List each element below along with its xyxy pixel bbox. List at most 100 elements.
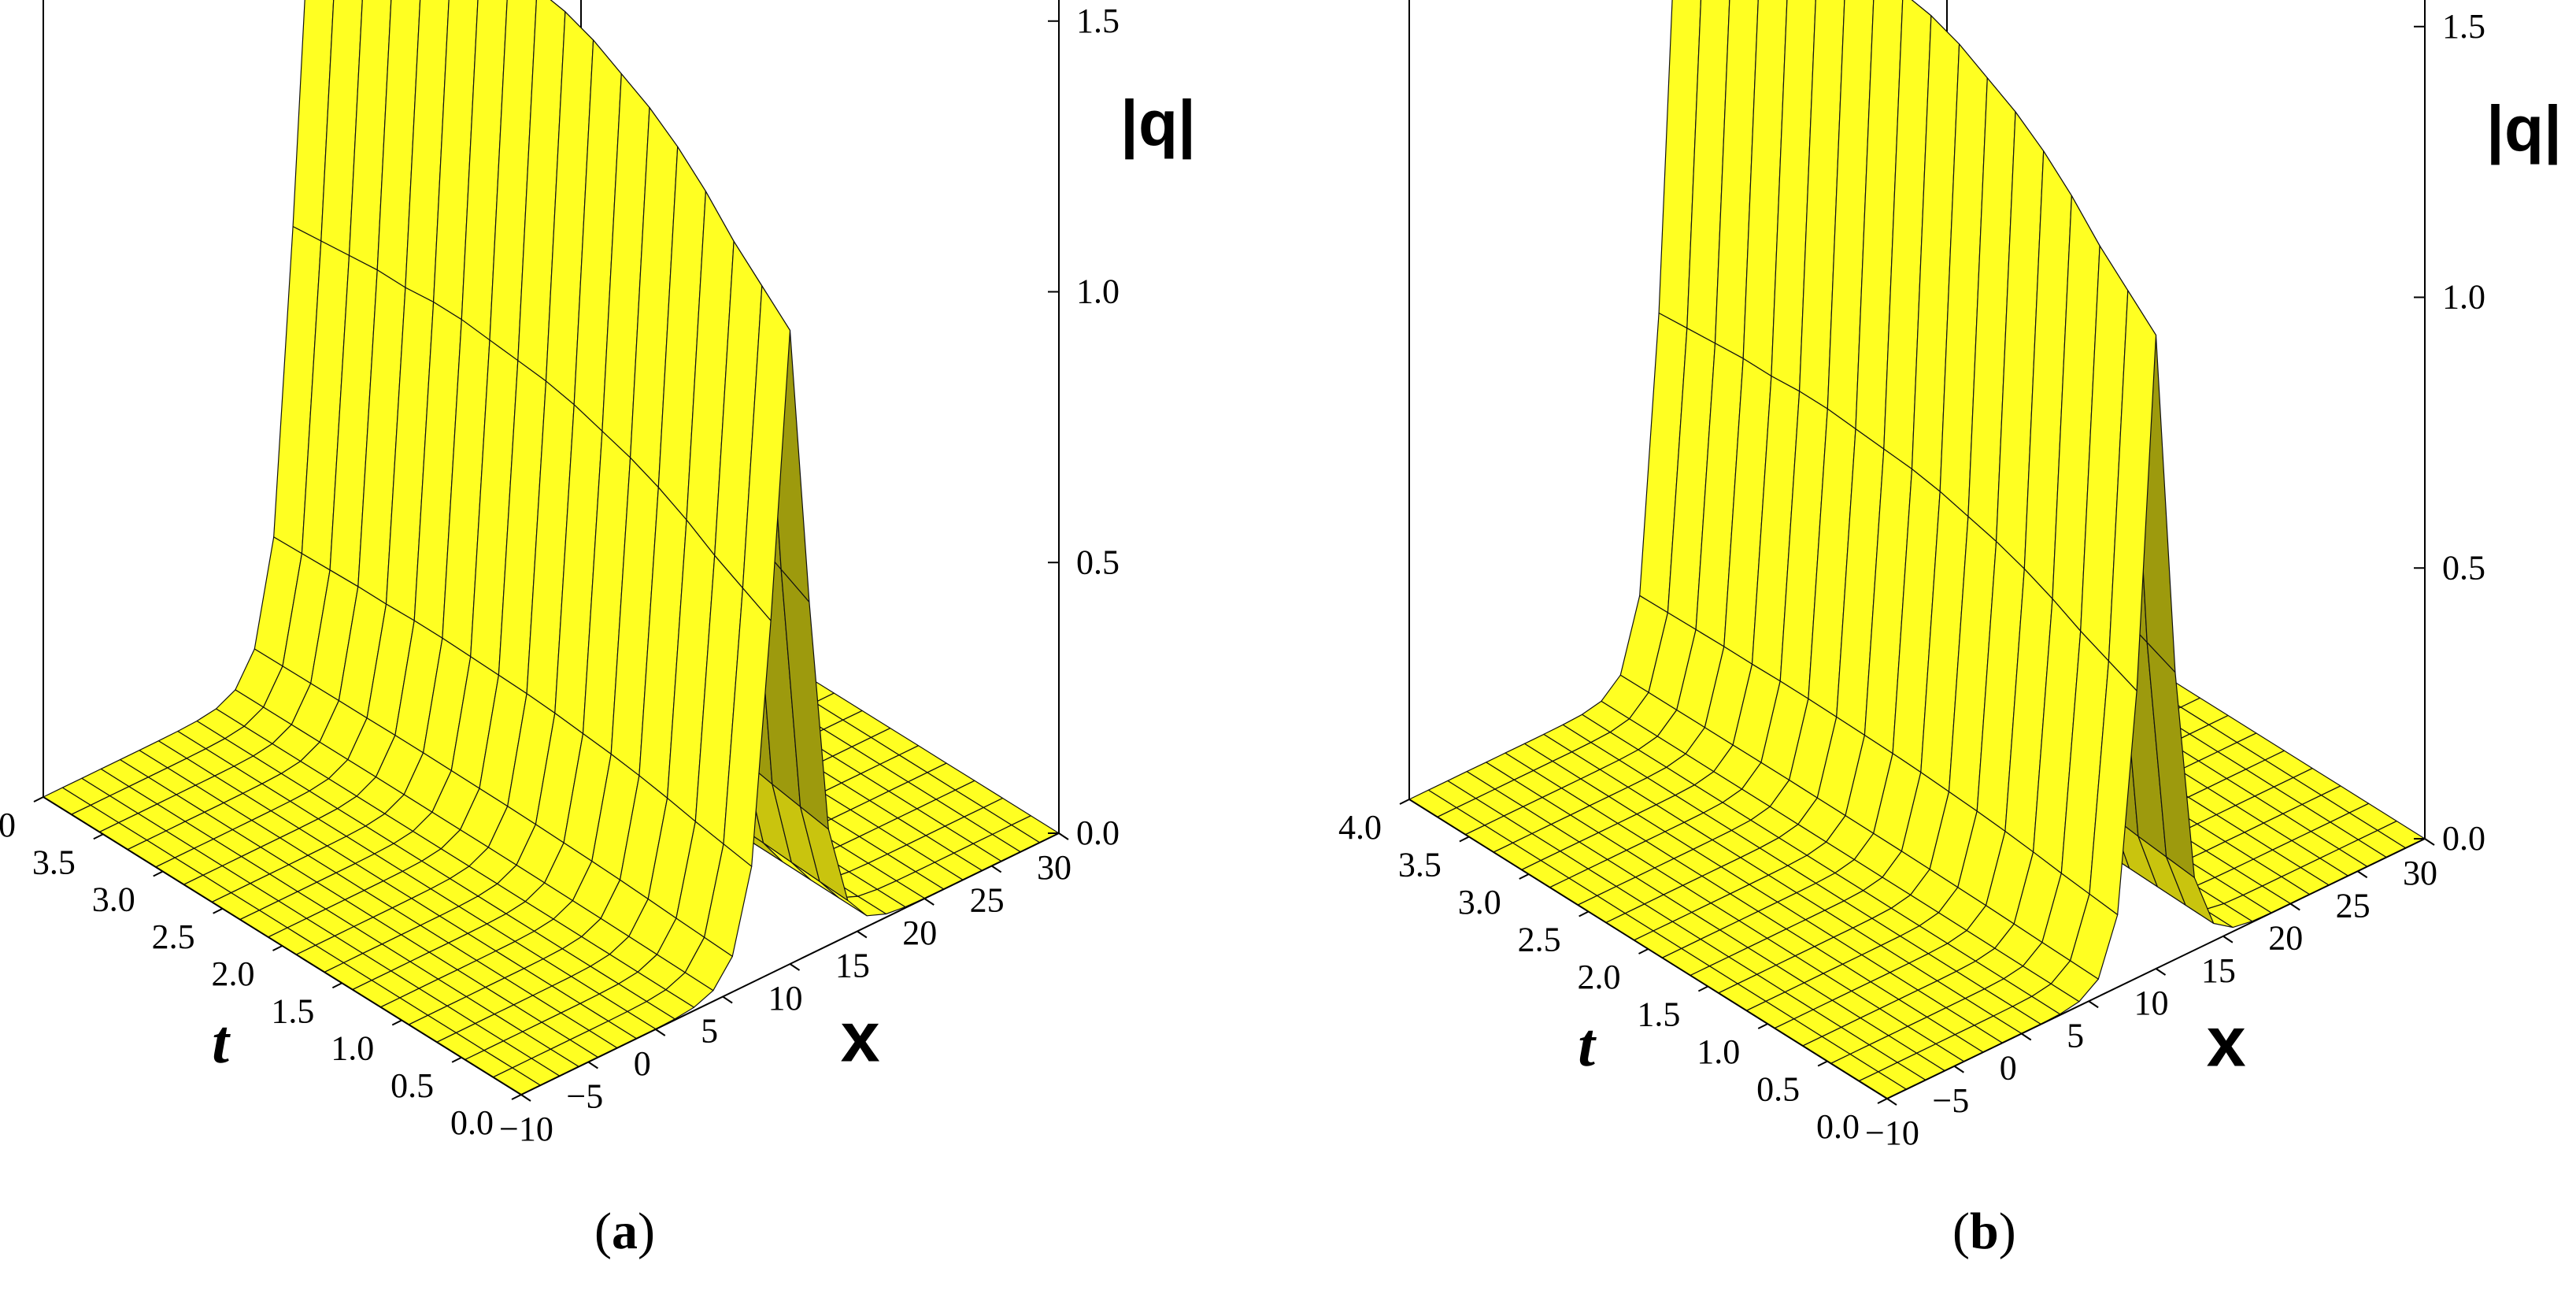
t-axis: 0.0 0.5 1.0 1.5 2.0 2.5 3.0 3.5 4.0 t	[0, 796, 522, 1142]
caption-letter: a	[612, 1203, 638, 1260]
t-tick-label: 4.0	[0, 806, 16, 844]
x-tick-label: 30	[1037, 848, 1071, 887]
x-tick-label: −10	[1865, 1114, 1919, 1152]
z-tick-label: 1.0	[1076, 272, 1120, 311]
t-tick-label: 3.0	[92, 880, 135, 919]
t-tick-label: 2.5	[152, 917, 195, 956]
x-tick	[722, 995, 733, 1004]
x-tick-label: 0	[2000, 1049, 2017, 1088]
surface-mesh	[1408, 0, 2426, 1099]
panel-a: 0.0 0.5 1.0 1.5 |q| −10 −5 0 5 10 15 20 25 30 x 0.0 0.5 1…	[0, 0, 1196, 1260]
caption-open: (	[594, 1203, 612, 1260]
z-tick-label: 0.0	[1076, 814, 1120, 852]
x-tick-label: 15	[2201, 951, 2236, 990]
t-tick-label: 3.5	[1398, 846, 1442, 884]
t-tick-label: 3.0	[1458, 883, 1501, 921]
x-tick-label: 20	[902, 914, 937, 952]
z-axis: 0.0 0.5 1.0 1.5 |q|	[1048, 0, 1196, 852]
x-tick-label: 10	[2134, 984, 2169, 1022]
x-axis-label: x	[2207, 1003, 2246, 1082]
t-tick	[511, 1094, 522, 1100]
z-tick-label: 0.5	[1076, 543, 1120, 581]
t-tick	[1877, 1098, 1888, 1104]
x-tick	[520, 1094, 531, 1102]
x-tick	[2223, 935, 2234, 943]
z-tick-label: 1.5	[2442, 7, 2485, 46]
t-tick-label: 1.0	[1697, 1032, 1740, 1071]
z-tick-label: 0.5	[2442, 548, 2485, 587]
x-axis-label: x	[841, 998, 880, 1077]
x-tick-label: 10	[768, 979, 803, 1018]
panel-caption: (b)	[1952, 1203, 2016, 1260]
x-tick	[991, 865, 1002, 873]
t-tick-label: 1.0	[331, 1029, 374, 1068]
x-tick	[923, 898, 935, 906]
x-tick	[2289, 903, 2300, 911]
t-tick-label: 0.5	[390, 1066, 434, 1105]
x-tick-label: −5	[566, 1077, 603, 1116]
t-tick	[1757, 1023, 1768, 1029]
caption-letter: b	[1970, 1203, 1999, 1260]
x-tick	[2155, 968, 2167, 976]
x-tick-label: −5	[1932, 1081, 1969, 1120]
t-tick-label: 2.5	[1518, 921, 1561, 959]
t-axis-label: t	[212, 1007, 231, 1076]
x-tick-label: 5	[2067, 1016, 2084, 1055]
x-tick-label: 5	[701, 1012, 718, 1051]
x-tick	[1953, 1065, 1964, 1073]
x-tick-label: 15	[835, 947, 870, 985]
x-tick-label: 30	[2403, 854, 2437, 892]
z-tick-label: 1.0	[2442, 278, 2485, 317]
x-tick-label: −10	[499, 1110, 553, 1148]
t-tick	[272, 945, 283, 951]
t-tick	[331, 982, 342, 989]
t-tick-label: 0.5	[1756, 1070, 1800, 1109]
t-tick	[1459, 836, 1470, 843]
t-tick-label: 0.0	[1816, 1107, 1860, 1146]
t-tick	[1399, 799, 1410, 805]
t-tick-label: 1.5	[271, 992, 314, 1030]
t-tick-label: 2.0	[212, 955, 255, 993]
t-tick	[213, 907, 224, 914]
x-tick-label: 0	[634, 1044, 651, 1083]
t-tick	[1579, 910, 1590, 917]
t-tick-label: 2.0	[1578, 958, 1621, 996]
surface-mesh	[43, 0, 1060, 1095]
x-tick-label: 25	[970, 881, 1005, 920]
x-tick	[2088, 1000, 2099, 1009]
x-tick	[2021, 1032, 2032, 1041]
t-axis: 0.0 0.5 1.0 1.5 2.0 2.5 3.0 3.5 4.0 t	[1338, 799, 1888, 1146]
t-tick	[1697, 985, 1708, 992]
t-tick-label: 0.0	[450, 1103, 494, 1142]
z-tick-label: 0.0	[2442, 819, 2485, 858]
panel-caption: (a)	[594, 1203, 655, 1260]
t-tick	[1638, 948, 1649, 955]
z-axis-label: |q|	[2486, 93, 2562, 165]
t-tick	[391, 1019, 402, 1026]
z-tick-label: 1.5	[1076, 2, 1120, 40]
t-tick-label: 3.5	[32, 843, 76, 881]
t-tick	[1817, 1060, 1828, 1067]
x-tick-label: 20	[2268, 919, 2303, 958]
z-axis-label: |q|	[1120, 87, 1196, 160]
x-axis: −10 −5 0 5 10 15 20 25 30 x	[1865, 838, 2437, 1152]
x-tick-label: 25	[2336, 886, 2371, 925]
x-tick	[1058, 832, 1069, 840]
t-tick	[153, 870, 164, 877]
x-tick	[587, 1061, 598, 1069]
caption-close: )	[1999, 1203, 2016, 1260]
caption-close: )	[638, 1203, 655, 1260]
t-tick	[33, 796, 44, 803]
x-tick	[655, 1029, 666, 1036]
x-tick	[2357, 870, 2368, 879]
t-tick-label: 1.5	[1637, 995, 1680, 1034]
x-axis: −10 −5 0 5 10 15 20 25 30 x	[499, 832, 1071, 1148]
x-tick	[789, 963, 801, 971]
panel-b: 0.0 0.5 1.0 1.5 |q| −10 −5 0 5 10 15 20 25 30 x 0.0 0.5 1…	[1338, 0, 2562, 1260]
t-tick-label: 4.0	[1338, 808, 1382, 847]
x-tick	[857, 930, 868, 939]
x-tick	[1886, 1098, 1897, 1106]
t-axis-label: t	[1578, 1010, 1597, 1079]
t-tick	[451, 1056, 462, 1063]
